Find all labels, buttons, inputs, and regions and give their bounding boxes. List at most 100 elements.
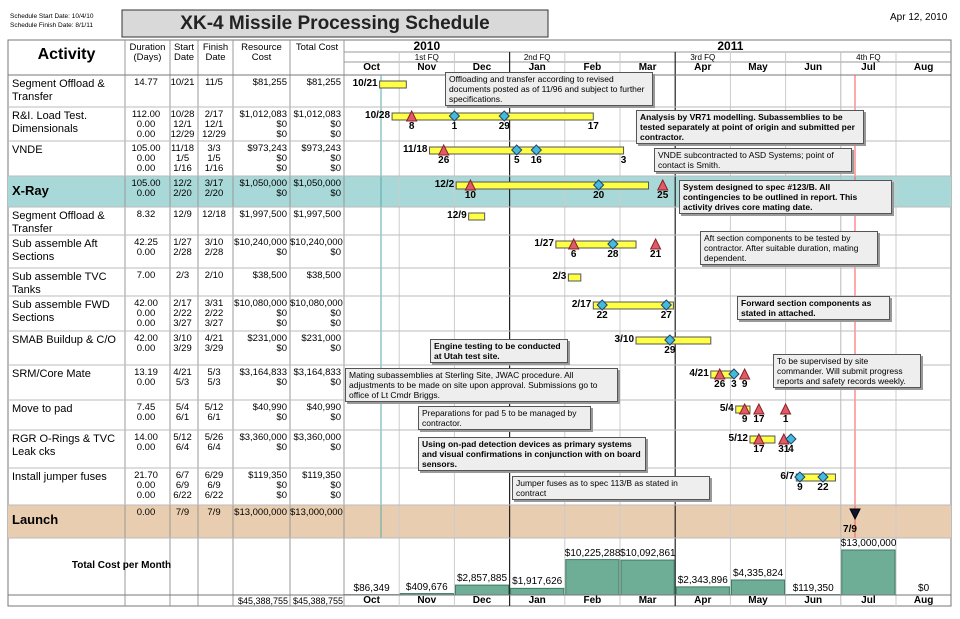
cell-value: 21.70 [134,470,158,481]
note: Preparations for pad 5 to be managed by … [418,406,591,430]
milestone-label: 27 [660,310,672,321]
milestone-label: 6 [570,249,577,260]
cell-value: 5/12 [204,402,224,413]
cell-value: $0 [276,442,287,453]
cell-value: $0 [330,163,341,174]
note: Engine testing to be conducted at Utah t… [430,339,568,363]
cell-value: $0 [276,129,287,140]
cell-value: 2/20 [173,188,192,199]
cell-value: 0.00 [136,480,156,491]
table-frame [7,39,952,607]
quarter: 3rd FQ [690,53,716,62]
cell-value: $1,012,083 [239,109,287,120]
cell-value: 10/21 [170,77,195,88]
milestone-diamond [498,110,510,122]
activity-name: Launch [12,512,59,527]
quarter: 1st FQ [414,53,439,62]
cell-value: 6/7 [175,470,190,481]
cell-value: 6/9 [175,480,190,491]
activity-name: SRM/Core Mate [12,368,91,380]
cell-value: $0 [330,412,341,423]
cell-value: $0 [330,343,341,354]
cost-value-label: $86,349 [353,582,390,594]
cost-value-label: $13,000,000 [840,538,897,549]
cell-value: $119,350 [248,470,287,481]
month-label: Aug [913,595,934,606]
cell-value: $40,990 [252,402,287,413]
activity-name: SMAB Buildup & C/O [12,334,116,346]
quarter: 2nd FQ [523,53,551,62]
cost-bar [565,559,620,596]
cell-value: $10,080,000 [290,298,343,309]
activity-name: Segment Offload & Transfer [12,78,105,103]
cost-value-label: $409,676 [405,581,448,593]
cell-value: 6/1 [207,412,221,423]
cell-value: $0 [330,308,341,319]
cell-value: $0 [276,318,287,329]
cell-value: 42.00 [134,333,158,344]
cell-value: $0 [330,129,341,140]
milestone-diamond [817,471,829,483]
cell-value: 2/10 [204,270,224,281]
cell-value: 0.00 [136,343,156,354]
cell-value: 12/1 [173,119,192,130]
grand-total: $45,388,755 [292,596,343,606]
milestone-label: 16 [530,155,542,166]
cell-value: 42.25 [134,237,158,248]
cell-value: $0 [276,119,287,130]
year: 2010 [413,39,441,53]
cell-value: 5/3 [207,367,221,378]
cell-value: 1/5 [207,153,221,164]
milestone-triangle [405,109,418,122]
cell-value: $81,255 [306,77,341,88]
cell-value: 12/2 [173,178,192,189]
gantt-bar [379,80,407,89]
resource-total: $45,388,755 [237,596,288,606]
gantt-bar [567,273,582,282]
bar-start-label: 2/3 [552,271,567,282]
cell-value: 2/17 [173,298,192,309]
milestone-label: 17 [753,414,765,425]
note: VNDE subcontracted to ASD Systems; point… [654,148,852,172]
cell-value: 6/22 [204,490,224,501]
month-label: Jun [804,595,823,606]
cell-value: $81,255 [252,77,287,88]
cell-value: $40,990 [306,402,341,413]
milestone-diamond [511,144,523,156]
month-label: Feb [583,595,602,606]
note: Offloading and transfer according to rev… [445,72,653,106]
cell-value: 0.00 [136,308,156,319]
cell-value: 105.00 [131,143,161,154]
gantt-bar [468,212,486,221]
bar-start-label: 3/10 [614,334,635,345]
cell-value: $10,240,000 [234,237,287,248]
cell-value: $0 [276,308,287,319]
milestone-label: 4 [788,444,794,455]
cell-value: 7.00 [136,270,156,281]
milestone-label: 9 [741,379,748,390]
milestone-diamond [728,368,740,380]
cell-value: $0 [276,188,287,199]
milestone-diamond [607,238,619,250]
milestone-label: 17 [587,121,599,132]
milestone-label: 22 [596,310,608,321]
cell-value: 12/29 [202,129,226,140]
cell-value: 2/22 [173,308,192,319]
cell-value: 13.19 [134,367,158,378]
cell-value: $0 [276,163,287,174]
cell-value: $0 [330,318,341,329]
month-label: May [748,595,768,606]
cell-value: $0 [330,247,341,258]
cell-value: 0.00 [136,442,156,453]
cost-value-label: $119,350 [792,582,834,594]
milestone-label: 26 [714,379,726,390]
cell-value: $10,240,000 [290,237,343,248]
cell-value: 2/3 [175,270,190,281]
milestone-triangle [738,402,751,415]
cost-bar [730,579,786,596]
activity-name: Segment Offload & Transfer [12,210,105,235]
cell-value: $973,243 [247,143,287,154]
cell-value: $0 [276,490,287,501]
bar-start-label: 11/18 [402,144,428,155]
cell-value: $1,997,500 [293,209,341,220]
